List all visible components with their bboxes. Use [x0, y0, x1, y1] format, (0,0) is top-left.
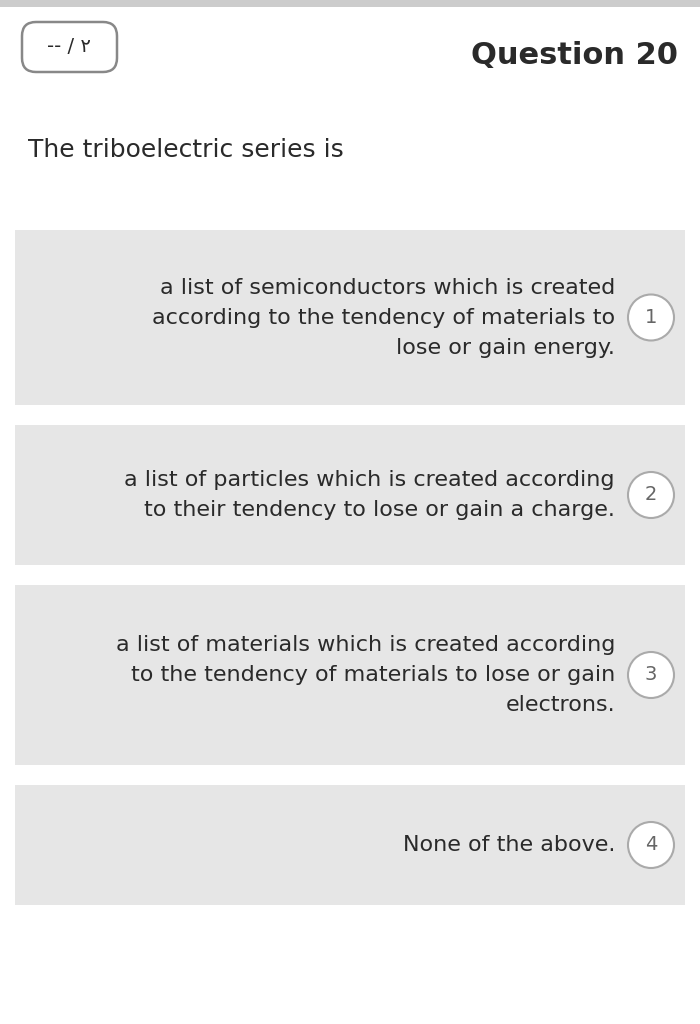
Circle shape	[628, 295, 674, 341]
FancyBboxPatch shape	[22, 22, 117, 72]
Text: to the tendency of materials to lose or gain: to the tendency of materials to lose or …	[131, 665, 615, 685]
FancyBboxPatch shape	[15, 785, 685, 905]
Text: Question 20: Question 20	[471, 41, 678, 70]
Text: according to the tendency of materials to: according to the tendency of materials t…	[152, 307, 615, 328]
Text: a list of semiconductors which is created: a list of semiconductors which is create…	[160, 278, 615, 298]
Text: 4: 4	[645, 836, 657, 854]
Text: a list of particles which is created according: a list of particles which is created acc…	[125, 470, 615, 490]
Text: lose or gain energy.: lose or gain energy.	[396, 338, 615, 357]
FancyBboxPatch shape	[15, 425, 685, 565]
Circle shape	[628, 472, 674, 518]
Text: a list of materials which is created according: a list of materials which is created acc…	[116, 635, 615, 655]
FancyBboxPatch shape	[15, 585, 685, 765]
Text: to their tendency to lose or gain a charge.: to their tendency to lose or gain a char…	[144, 500, 615, 520]
FancyBboxPatch shape	[15, 230, 685, 406]
Circle shape	[628, 652, 674, 698]
Text: None of the above.: None of the above.	[402, 835, 615, 855]
Circle shape	[628, 822, 674, 868]
FancyBboxPatch shape	[0, 0, 700, 7]
Text: The triboelectric series is: The triboelectric series is	[28, 138, 344, 162]
Text: 2: 2	[645, 485, 657, 505]
Text: 1: 1	[645, 308, 657, 327]
Text: 3: 3	[645, 666, 657, 684]
Text: -- / ٢: -- / ٢	[47, 38, 91, 56]
Text: electrons.: electrons.	[505, 695, 615, 715]
